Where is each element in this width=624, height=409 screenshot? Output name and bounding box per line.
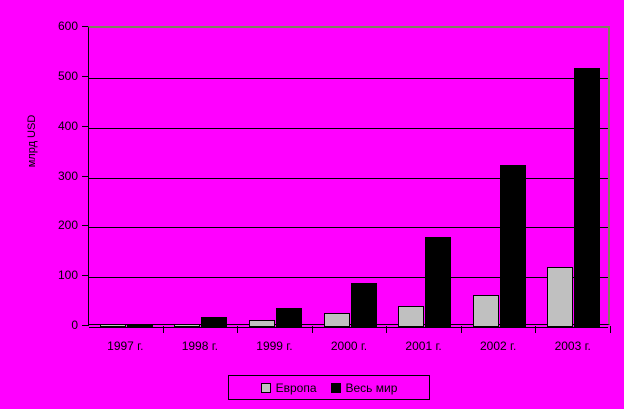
gridline xyxy=(89,77,608,79)
y-tick-label: 500 xyxy=(57,68,78,83)
x-tick-label: 1997 г. xyxy=(107,339,144,353)
gridline xyxy=(89,177,608,179)
bar-europe-6 xyxy=(547,267,574,327)
bar-europe-3 xyxy=(323,313,350,327)
y-tick-mark xyxy=(82,225,89,227)
chart-legend: Европа Весь мир xyxy=(228,375,430,400)
bar-world-0 xyxy=(126,323,153,327)
y-tick-mark xyxy=(82,75,89,77)
x-tick-mark xyxy=(311,326,313,333)
y-tick-mark xyxy=(82,325,89,326)
bar-europe-0 xyxy=(99,324,126,327)
y-tick-label: 300 xyxy=(57,168,78,183)
x-tick-mark xyxy=(610,326,611,333)
gridline xyxy=(89,277,608,279)
bar-world-6 xyxy=(574,67,601,327)
plot-area xyxy=(88,26,610,328)
bar-world-4 xyxy=(425,237,452,327)
legend-label: Весь мир xyxy=(345,380,398,395)
y-tick-label: 400 xyxy=(57,118,78,133)
x-tick-mark xyxy=(162,326,164,333)
y-tick-mark xyxy=(82,275,89,277)
bar-europe-4 xyxy=(398,305,425,327)
bar-world-1 xyxy=(201,317,228,327)
y-tick-label: 200 xyxy=(57,218,78,233)
legend-entry-world: Весь мир xyxy=(330,380,398,395)
bar-europe-2 xyxy=(248,319,275,327)
x-tick-label: 2000 г. xyxy=(330,339,368,353)
x-tick-label: 1998 г. xyxy=(181,339,218,353)
x-tick-mark xyxy=(460,326,462,333)
y-tick-mark xyxy=(82,175,89,177)
x-tick-label: 2002 г. xyxy=(480,339,517,353)
y-tick-label: 0 xyxy=(71,318,78,332)
x-tick-label: 1999 г. xyxy=(256,339,293,353)
x-tick-mark xyxy=(386,326,388,333)
bar-europe-5 xyxy=(472,294,499,327)
gridline xyxy=(89,127,608,129)
legend-entry-europe: Европа xyxy=(260,380,317,395)
x-tick-label: 2003 г. xyxy=(554,339,591,353)
y-tick-label: 600 xyxy=(57,19,78,33)
y-tick-mark xyxy=(82,26,89,27)
x-tick-mark xyxy=(535,326,537,333)
gridline xyxy=(89,227,608,229)
bar-europe-1 xyxy=(174,324,201,327)
gridline xyxy=(89,327,608,328)
legend-label: Европа xyxy=(275,380,317,395)
bar-world-2 xyxy=(275,307,302,327)
x-tick-label: 2001 г. xyxy=(405,339,442,353)
x-tick-mark xyxy=(237,326,239,333)
y-tick-label: 100 xyxy=(57,268,78,283)
legend-swatch-icon xyxy=(260,382,271,393)
legend-swatch-icon xyxy=(330,382,341,393)
y-tick-mark xyxy=(82,125,89,127)
bar-world-3 xyxy=(350,282,377,327)
bar-world-5 xyxy=(499,165,526,327)
